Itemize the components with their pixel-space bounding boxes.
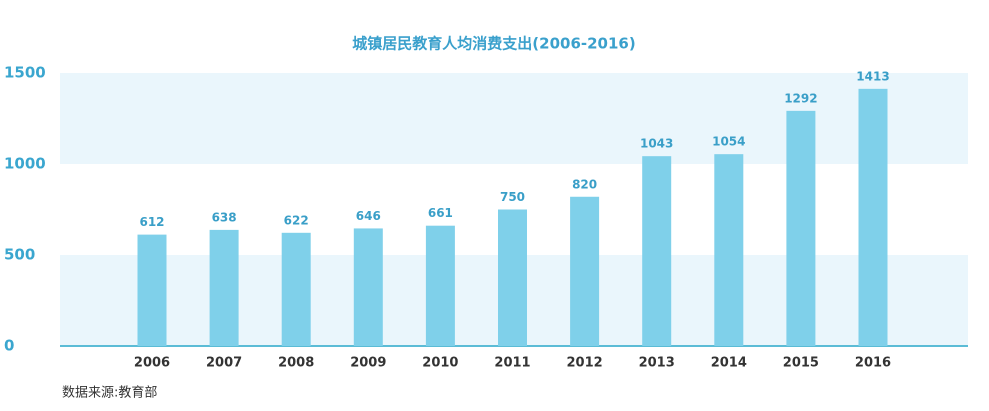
value-label: 1413 (856, 69, 889, 83)
x-tick-label: 2014 (711, 356, 747, 371)
value-label: 1054 (712, 135, 745, 149)
bar (353, 228, 383, 346)
y-tick-label: 500 (4, 246, 35, 264)
y-tick-label: 0 (4, 337, 14, 355)
x-tick-label: 2013 (639, 356, 675, 371)
band (60, 73, 968, 164)
y-tick-label: 1000 (4, 155, 46, 173)
value-label: 750 (500, 190, 525, 204)
value-label: 820 (572, 177, 597, 191)
x-tick-label: 2016 (855, 356, 891, 371)
value-label: 661 (428, 206, 453, 220)
bar (425, 225, 455, 346)
value-label: 622 (284, 213, 309, 227)
bar (858, 88, 888, 347)
x-tick-label: 2011 (494, 356, 530, 371)
y-tick-label: 1500 (4, 64, 46, 82)
bar (570, 196, 600, 346)
x-tick-label: 2008 (278, 356, 314, 371)
x-tick-label: 2012 (567, 356, 603, 371)
bar (498, 209, 527, 346)
bar (714, 154, 744, 346)
value-label: 1043 (640, 137, 673, 151)
x-tick-label: 2009 (350, 356, 386, 371)
value-label: 1292 (784, 91, 817, 105)
x-tick-label: 2010 (422, 356, 458, 371)
source-note: 数据来源:教育部 (62, 385, 157, 401)
value-label: 638 (212, 210, 237, 224)
value-label: 612 (139, 215, 164, 229)
value-label: 646 (356, 209, 381, 223)
bar (137, 234, 167, 346)
bar (786, 110, 816, 346)
bar (642, 156, 672, 346)
chart-title: 城镇居民教育人均消费支出(2006-2016) (352, 35, 635, 53)
bar (209, 229, 239, 346)
x-tick-label: 2015 (783, 356, 819, 371)
bar (281, 232, 311, 346)
x-tick-label: 2007 (206, 356, 242, 371)
x-tick-label: 2006 (134, 356, 170, 371)
